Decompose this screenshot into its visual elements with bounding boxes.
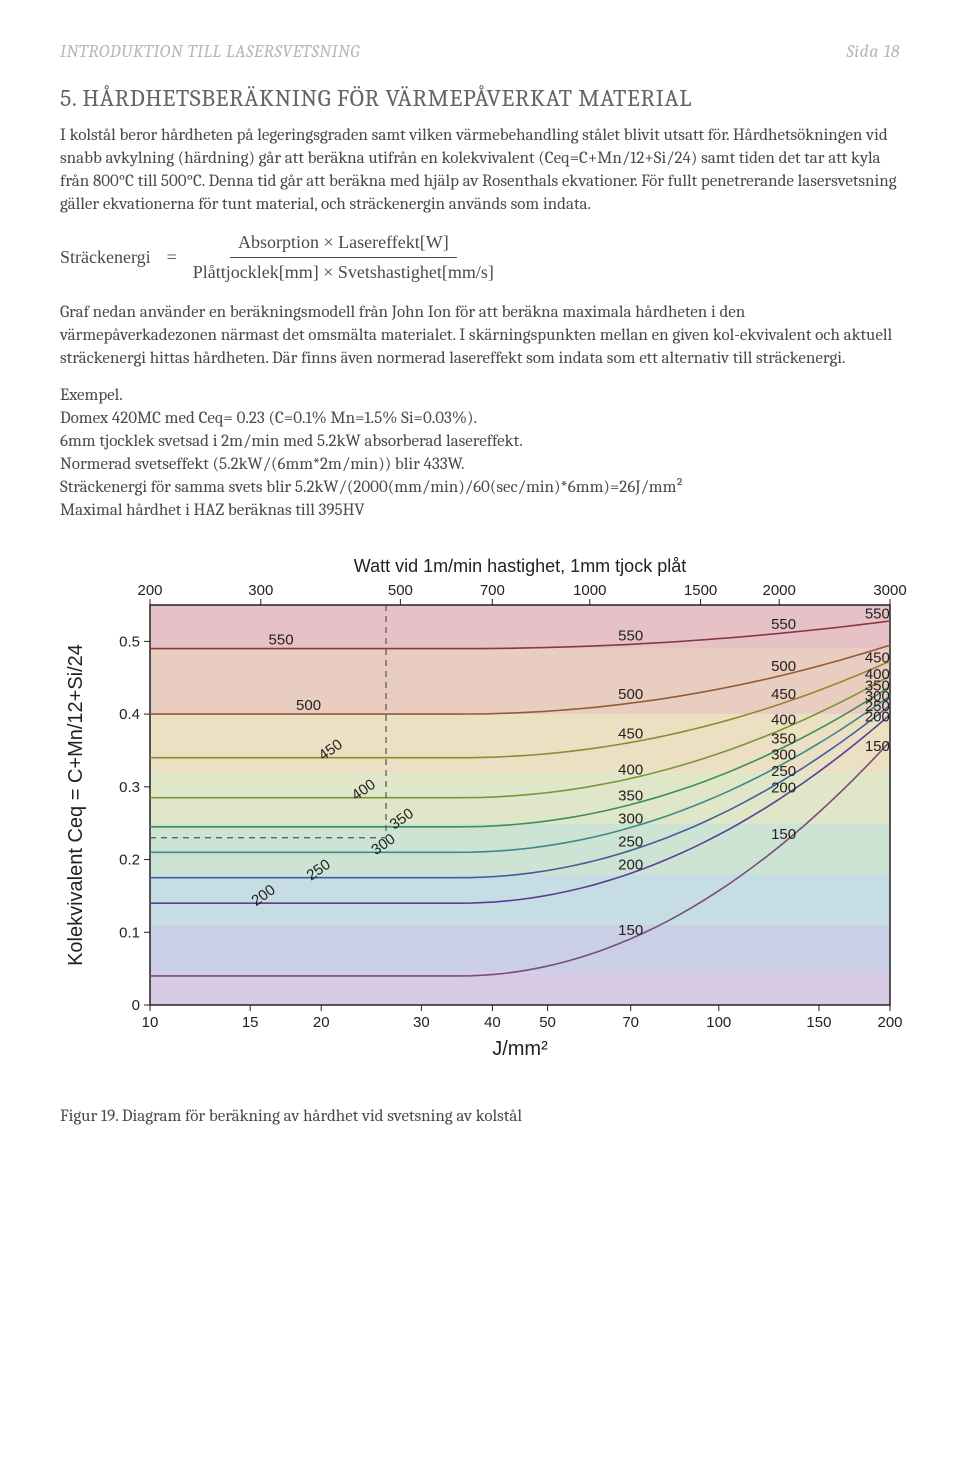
- equation-fraction: Absorption × Lasereffekt[W] Plåttjocklek…: [185, 230, 502, 284]
- section-title: HÅRDHETSBERÄKNING FÖR VÄRMEPÅVERKAT MATE…: [82, 84, 691, 112]
- svg-text:550: 550: [618, 628, 643, 645]
- svg-text:10: 10: [142, 1014, 159, 1031]
- example-line: Normerad svetseffekt (5.2kW/(6mm*2m/min)…: [60, 454, 900, 477]
- svg-text:450: 450: [865, 650, 890, 667]
- svg-text:500: 500: [388, 582, 413, 599]
- svg-text:300: 300: [618, 811, 643, 828]
- example-line: Maximal hårdhet i HAZ beräknas till 395H…: [60, 500, 900, 523]
- svg-text:Watt vid 1m/min hastighet, 1mm: Watt vid 1m/min hastighet, 1mm tjock plå…: [354, 556, 686, 576]
- svg-text:0.2: 0.2: [119, 852, 140, 869]
- svg-text:300: 300: [771, 747, 796, 764]
- example-block: Exempel. Domex 420MC med Ceq= 0.23 (C=0.…: [60, 385, 900, 523]
- example-line: Domex 420MC med Ceq= 0.23 (C=0.1% Mn=1.5…: [60, 408, 900, 431]
- svg-text:50: 50: [539, 1014, 556, 1031]
- running-header: INTRODUKTION TILL LASERSVETSNING Sida 18: [60, 40, 900, 64]
- svg-text:Kolekvivalent Ceq = C+Mn/12+Si: Kolekvivalent Ceq = C+Mn/12+Si/24: [65, 645, 87, 967]
- svg-text:350: 350: [618, 788, 643, 805]
- svg-text:70: 70: [622, 1014, 639, 1031]
- svg-text:1000: 1000: [573, 582, 606, 599]
- svg-text:300: 300: [248, 582, 273, 599]
- svg-text:0: 0: [132, 997, 140, 1014]
- svg-text:350: 350: [771, 731, 796, 748]
- equation-lhs: Sträckenergi: [60, 245, 151, 269]
- paragraph-1: I kolstål beror hårdheten på legeringsgr…: [60, 125, 900, 217]
- svg-text:200: 200: [771, 780, 796, 797]
- equation-den: Plåttjocklek[mm] × Svetshastighet[mm/s]: [185, 258, 502, 284]
- svg-text:250: 250: [618, 834, 643, 851]
- svg-text:450: 450: [771, 686, 796, 703]
- svg-text:550: 550: [771, 616, 796, 633]
- svg-text:1500: 1500: [684, 582, 717, 599]
- svg-text:200: 200: [865, 709, 890, 726]
- svg-text:30: 30: [413, 1014, 430, 1031]
- example-line: Sträckenergi för samma svets blir 5.2kW/…: [60, 477, 900, 500]
- figure-caption: Figur 19. Diagram för beräkning av hårdh…: [60, 1106, 900, 1129]
- svg-text:3000: 3000: [873, 582, 906, 599]
- paragraph-2: Graf nedan använder en beräkningsmodell …: [60, 302, 900, 371]
- chart-container: Watt vid 1m/min hastighet, 1mm tjock plå…: [60, 550, 900, 1070]
- svg-text:0.1: 0.1: [119, 925, 140, 942]
- svg-text:0.5: 0.5: [119, 634, 140, 651]
- svg-text:0.4: 0.4: [119, 707, 140, 724]
- equation-num: Absorption × Lasereffekt[W]: [230, 230, 457, 257]
- svg-text:100: 100: [706, 1014, 731, 1031]
- svg-text:500: 500: [618, 687, 643, 704]
- svg-text:15: 15: [242, 1014, 259, 1031]
- svg-text:J/mm²: J/mm²: [492, 1038, 548, 1060]
- svg-text:150: 150: [618, 922, 643, 939]
- svg-text:700: 700: [480, 582, 505, 599]
- svg-text:0.3: 0.3: [119, 779, 140, 796]
- section-number: 5.: [60, 84, 77, 112]
- svg-text:450: 450: [618, 726, 643, 743]
- doc-title: INTRODUKTION TILL LASERSVETSNING: [60, 40, 360, 64]
- svg-text:200: 200: [877, 1014, 902, 1031]
- svg-text:200: 200: [137, 582, 162, 599]
- example-line: 6mm tjocklek svetsad i 2m/min med 5.2kW …: [60, 431, 900, 454]
- svg-text:500: 500: [771, 658, 796, 675]
- hardness-chart: Watt vid 1m/min hastighet, 1mm tjock plå…: [60, 550, 920, 1070]
- section-heading: 5. HÅRDHETSBERÄKNING FÖR VÄRMEPÅVERKAT M…: [60, 82, 900, 114]
- example-heading: Exempel.: [60, 385, 900, 408]
- svg-text:400: 400: [618, 762, 643, 779]
- svg-text:550: 550: [269, 632, 294, 649]
- svg-text:40: 40: [484, 1014, 501, 1031]
- svg-text:150: 150: [806, 1014, 831, 1031]
- equation: Sträckenergi = Absorption × Lasereffekt[…: [60, 230, 900, 284]
- svg-text:150: 150: [771, 826, 796, 843]
- svg-text:250: 250: [771, 763, 796, 780]
- svg-text:200: 200: [618, 857, 643, 874]
- svg-text:150: 150: [865, 738, 890, 755]
- equation-eq: =: [167, 245, 177, 269]
- svg-text:400: 400: [771, 712, 796, 729]
- svg-text:500: 500: [296, 698, 321, 715]
- svg-text:550: 550: [865, 606, 890, 623]
- svg-text:20: 20: [313, 1014, 330, 1031]
- page-number: Sida 18: [846, 40, 900, 64]
- svg-text:2000: 2000: [763, 582, 796, 599]
